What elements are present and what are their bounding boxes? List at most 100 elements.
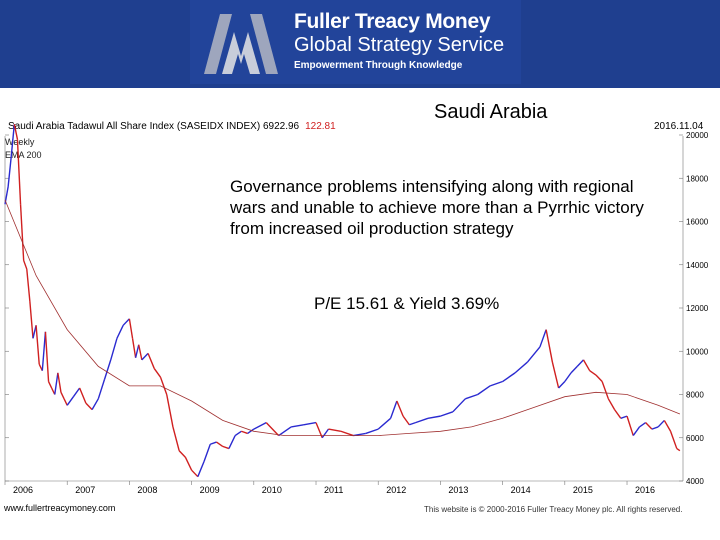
weekly-segment bbox=[85, 402, 93, 411]
chart-annotation: Governance problems intensifying along w… bbox=[230, 177, 644, 238]
weekly-segment bbox=[253, 421, 267, 430]
weekly-segment bbox=[639, 422, 647, 428]
weekly-segment bbox=[63, 398, 68, 406]
y-tick-label: 8000 bbox=[686, 391, 704, 400]
weekly-segment bbox=[657, 419, 665, 428]
weekly-segment bbox=[551, 361, 560, 389]
weekly-segment bbox=[122, 318, 130, 326]
x-tick-label: 2015 bbox=[573, 485, 593, 495]
weekly-segment bbox=[116, 324, 124, 339]
weekly-segment bbox=[72, 387, 81, 398]
weekly-segment bbox=[465, 393, 478, 400]
weekly-segment bbox=[415, 417, 429, 424]
slide-title: Saudi Arabia bbox=[434, 101, 548, 123]
weekly-segment bbox=[41, 331, 47, 371]
weekly-segment bbox=[147, 353, 155, 369]
weekly-segment bbox=[234, 430, 242, 437]
weekly-segment bbox=[502, 372, 516, 383]
weekly-segment bbox=[389, 400, 398, 419]
weekly-segment bbox=[110, 338, 118, 361]
weekly-segment bbox=[141, 352, 149, 361]
weekly-segment bbox=[16, 139, 22, 205]
weekly-segment bbox=[645, 422, 653, 430]
weekly-segment bbox=[676, 447, 681, 452]
weekly-segment bbox=[178, 450, 186, 458]
y-tick-label: 14000 bbox=[686, 261, 709, 270]
weekly-segment bbox=[291, 424, 304, 428]
weekly-segment bbox=[614, 409, 622, 419]
weekly-segment bbox=[607, 398, 616, 410]
weekly-segment bbox=[166, 394, 174, 428]
x-tick-label: 2013 bbox=[448, 485, 468, 495]
weekly-segment bbox=[651, 426, 659, 430]
weekly-segment bbox=[103, 359, 112, 380]
x-tick-label: 2012 bbox=[386, 485, 406, 495]
weekly-segment bbox=[265, 422, 280, 437]
x-tick-label: 2008 bbox=[137, 485, 157, 495]
weekly-segment bbox=[172, 426, 180, 451]
weekly-segment bbox=[44, 331, 50, 382]
footer-website: www.fullertreacymoney.com bbox=[4, 503, 116, 513]
weekly-segment bbox=[489, 380, 503, 387]
weekly-segment bbox=[203, 444, 211, 462]
legend-weekly: Weekly bbox=[5, 137, 35, 147]
weekly-segment bbox=[632, 426, 641, 436]
weekly-segment bbox=[303, 421, 317, 426]
weekly-segment bbox=[23, 260, 28, 270]
y-tick-label: 16000 bbox=[686, 218, 709, 227]
ema-200-line bbox=[4, 199, 681, 436]
y-tick-label: 10000 bbox=[686, 347, 709, 356]
weekly-segment bbox=[409, 421, 416, 426]
x-tick-label: 2016 bbox=[635, 485, 655, 495]
header-banner: Fuller Treacy Money Global Strategy Serv… bbox=[0, 0, 720, 88]
index-change: 122.81 bbox=[305, 121, 336, 132]
x-tick-label: 2006 bbox=[13, 485, 33, 495]
weekly-segment bbox=[78, 387, 87, 404]
weekly-segment bbox=[440, 411, 454, 417]
weekly-segment bbox=[396, 400, 404, 417]
weekly-segment bbox=[134, 344, 140, 358]
weekly-segment bbox=[228, 435, 236, 449]
weekly-segment bbox=[191, 469, 199, 478]
weekly-segment bbox=[10, 124, 16, 157]
weekly-segment bbox=[222, 445, 230, 450]
x-tick-label: 2010 bbox=[262, 485, 282, 495]
weekly-segment bbox=[620, 415, 628, 419]
chart-date: 2016.11.04 bbox=[654, 121, 704, 132]
weekly-segment bbox=[582, 359, 591, 372]
weekly-segment bbox=[626, 415, 634, 436]
brand-box: Fuller Treacy Money Global Strategy Serv… bbox=[190, 0, 521, 84]
footer-copyright: This website is © 2000-2016 Fuller Treac… bbox=[424, 505, 683, 514]
x-tick-label: 2007 bbox=[75, 485, 95, 495]
brand-tagline: Empowerment Through Knowledge bbox=[294, 60, 463, 71]
weekly-segment bbox=[377, 417, 392, 430]
weekly-segment bbox=[13, 124, 19, 140]
weekly-segment bbox=[66, 396, 74, 406]
weekly-segment bbox=[477, 385, 491, 396]
x-tick-label: 2009 bbox=[200, 485, 220, 495]
weekly-segment bbox=[184, 456, 193, 471]
fuller-treacy-logo-icon bbox=[204, 14, 278, 74]
weekly-segment bbox=[526, 346, 541, 363]
weekly-segment bbox=[216, 441, 224, 447]
weekly-segment bbox=[545, 329, 554, 363]
valuation-label: P/E 15.61 & Yield 3.69% bbox=[314, 294, 500, 313]
weekly-segment bbox=[60, 392, 65, 400]
weekly-segment bbox=[595, 374, 603, 383]
y-tick-label: 4000 bbox=[686, 477, 704, 486]
weekly-segment bbox=[247, 428, 255, 434]
weekly-segment bbox=[241, 430, 248, 435]
weekly-segment bbox=[589, 370, 597, 376]
y-tick-label: 12000 bbox=[686, 304, 709, 313]
weekly-segment bbox=[131, 338, 137, 358]
weekly-segment bbox=[29, 301, 34, 339]
y-tick-label: 6000 bbox=[686, 434, 704, 443]
weekly-segment bbox=[57, 372, 62, 393]
weekly-segment bbox=[138, 344, 143, 361]
weekly-segment bbox=[452, 398, 466, 413]
weekly-segment bbox=[26, 269, 31, 302]
chart-title: Saudi Arabia Tadawul All Share Index (SA… bbox=[8, 121, 300, 132]
weekly-segment bbox=[35, 325, 40, 365]
y-tick-label: 20000 bbox=[686, 131, 709, 140]
